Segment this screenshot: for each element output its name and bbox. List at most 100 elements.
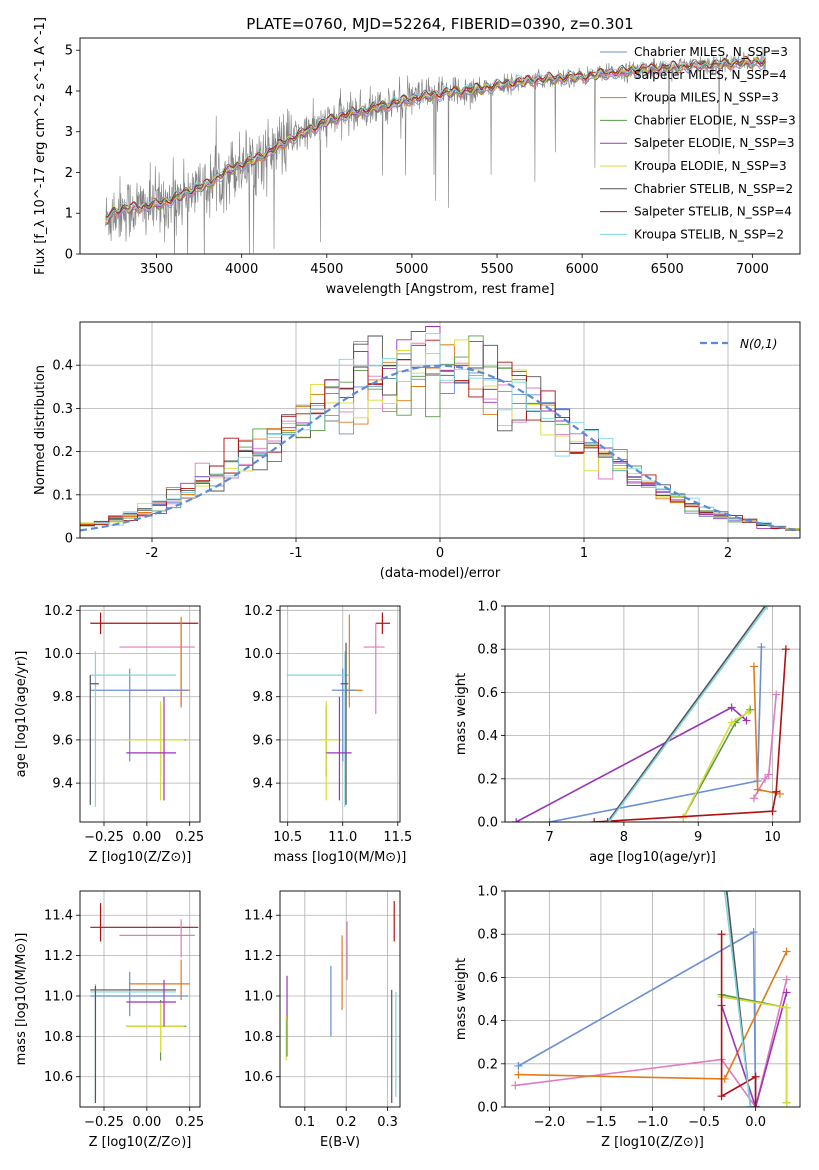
tick-label-x: 0.3 [377, 1115, 398, 1130]
legend-label-chabrier-elodie: Chabrier ELODIE, N_SSP=3 [634, 113, 796, 127]
axes-frame [79, 890, 201, 1108]
histogram-chabrier-elodie [80, 335, 800, 529]
axis-label-y: mass weight [454, 958, 469, 1040]
tick-label-x: 4500 [310, 262, 343, 277]
axes-frame [79, 605, 201, 823]
weight-marker-salpeter-miles [782, 975, 791, 984]
tick-label-x: 0.00 [132, 1115, 161, 1130]
tick-label-y: 10.0 [44, 647, 73, 662]
tick-label-y: 10.6 [44, 1070, 73, 1085]
legend-label-chabrier-miles: Chabrier MILES, N_SSP=3 [634, 45, 788, 59]
tick-label-y: 0.4 [52, 359, 73, 374]
panel-mass-age: 10.5 11.0 11.5 9.4 9.6 9.8 10.0 10.2 mass [log10… [244, 604, 412, 865]
tick-label-y: 10.2 [244, 604, 273, 619]
tick-label-y: 0 [65, 248, 73, 263]
panel-residuals: -2 -1 0 1 2 0 0.1 0.2 0.3 0.4 (data-model)/error No… [33, 321, 801, 581]
tick-label-y: 0.4 [477, 1014, 498, 1029]
plot-area [286, 612, 391, 807]
tick-label-x: 1 [580, 546, 588, 561]
weight-line-kroupa-stelib [723, 891, 752, 1107]
tick-label-y: 0.8 [477, 928, 498, 943]
legend-label-chabrier-stelib: Chabrier STELIB, N_SSP=2 [634, 182, 793, 196]
tick-label-y: 0.1 [52, 488, 73, 503]
tick-label-y: 0.6 [477, 686, 498, 701]
tick-label-x: 8 [620, 830, 628, 845]
panel-spectrum: 3500 4000 4500 5000 5500 6000 6500 7000 0 1 2 3 4 5 wa… [33, 17, 801, 297]
weight-line-chabrier-stelib [606, 606, 766, 822]
legend-label-kroupa-stelib: Kroupa STELIB, N_SSP=2 [634, 227, 784, 241]
weight-marker-kroupa-stelib [605, 818, 614, 822]
weight-marker-chabrier-miles [749, 928, 758, 937]
tick-label-y: 0.2 [52, 445, 73, 460]
axis-label-x: age [log10(age/yr)] [589, 850, 716, 865]
tick-label-y: 0.2 [477, 772, 498, 787]
axis-label-x: E(B-V) [320, 1135, 360, 1150]
axis-label-x: wavelength [Angstrom, rest frame] [326, 282, 555, 297]
weight-marker-salpeter-elodie [782, 988, 791, 997]
axis-label-y: Normed distribution [33, 365, 48, 495]
legend-label-kroupa-elodie: Kroupa ELODIE, N_SSP=3 [634, 159, 787, 173]
axis-label-y: age [log10(age/yr)] [14, 651, 29, 778]
weight-marker-salpeter-elodie [727, 703, 736, 712]
tick-label-y: 11.0 [244, 989, 273, 1004]
tick-label-y: 10.0 [244, 647, 273, 662]
tick-label-y: 9.8 [52, 690, 73, 705]
tick-label-y: 0 [65, 532, 73, 547]
axis-label-y: Flux [f_λ 10^-17 erg cm^-2 s^-1 A^-1] [33, 17, 48, 275]
legend-label-normal: N(0,1) [740, 337, 777, 351]
legend: Chabrier MILES, N_SSP=3 Salpeter MILES, N… [600, 45, 796, 241]
tick-label-y: 0.3 [52, 402, 73, 417]
tick-label-x: 5500 [480, 262, 513, 277]
tick-label-y: 11.0 [44, 989, 73, 1004]
weight-marker-kroupa-elodie [727, 718, 736, 727]
plot-area [511, 891, 791, 1107]
weight-marker-salpeter-stelib [717, 1092, 726, 1101]
legend-label-kroupa-miles: Kroupa MILES, N_SSP=3 [634, 91, 779, 105]
tick-label-y: 10.8 [44, 1030, 73, 1045]
tick-label-x: 0.2 [336, 1115, 357, 1130]
figure-title: PLATE=0760, MJD=52264, FIBERID=0390, z=0… [246, 15, 633, 33]
legend-label-salpeter-stelib: Salpeter STELIB, N_SSP=4 [634, 205, 792, 219]
plot-area [90, 903, 199, 1103]
tick-label-x: 0.0 [745, 1115, 766, 1130]
axes-frame [279, 890, 401, 1108]
tick-label-x: 0 [436, 546, 444, 561]
weight-marker-salpeter-stelib [751, 1103, 760, 1107]
tick-label-y: 0.0 [477, 1101, 498, 1116]
weight-marker-kroupa-stelib [763, 606, 772, 610]
weight-marker-salpeter-elodie [742, 716, 751, 725]
axes-frame [504, 605, 801, 823]
axis-label-x: Z [log10(Z/Z⊙)] [89, 1135, 192, 1150]
axis-label-x: mass [log10(M/M⊙)] [274, 850, 407, 865]
weight-line-salpeter-elodie [720, 992, 788, 1107]
model-spectrum-kroupa-miles [105, 59, 766, 224]
panel-Z-age: −0.25 0.00 0.25 9.4 9.6 9.8 10.0 10.2 Z [log10(Z… [14, 604, 204, 865]
tick-label-y: 0.2 [477, 1057, 498, 1072]
tick-label-x: −1.5 [585, 1115, 617, 1130]
weight-marker-chabrier-miles [545, 818, 554, 822]
weight-marker-kroupa-miles [514, 1070, 523, 1079]
tick-label-y: 9.4 [252, 777, 273, 792]
weight-marker-salpeter-stelib [768, 807, 777, 816]
tick-label-y: 2 [65, 166, 73, 181]
legend-label-salpeter-miles: Salpeter MILES, N_SSP=4 [634, 68, 787, 82]
tick-label-y: 1.0 [477, 600, 498, 615]
tick-label-x: 9 [694, 830, 702, 845]
tick-label-x: 4000 [225, 262, 258, 277]
tick-label-x: −0.25 [84, 1115, 124, 1130]
tick-label-x: 2 [724, 546, 732, 561]
tick-label-y: 9.8 [252, 690, 273, 705]
weight-marker-kroupa-elodie [782, 1098, 791, 1107]
tick-label-y: 11.2 [44, 949, 73, 964]
panel-Z-weight: −2.0 −1.5 −1.0 −0.5 0.0 0.0 0.2 0.4 0.6 0.8 1.0 Z [… [454, 885, 801, 1150]
tick-label-y: 4 [65, 84, 73, 99]
weight-marker-salpeter-stelib [751, 1072, 760, 1081]
weight-marker-kroupa-miles [782, 947, 791, 956]
tick-label-y: 1 [65, 207, 73, 222]
tick-label-x: 6500 [651, 262, 684, 277]
tick-label-x: 0.1 [294, 1115, 315, 1130]
weight-marker-chabrier-stelib [722, 891, 731, 895]
weight-marker-salpeter-stelib [781, 645, 790, 654]
panel-EBV-mass: 0.1 0.2 0.3 10.6 10.8 11.0 11.2 11.4 E(B-V) [244, 890, 401, 1150]
